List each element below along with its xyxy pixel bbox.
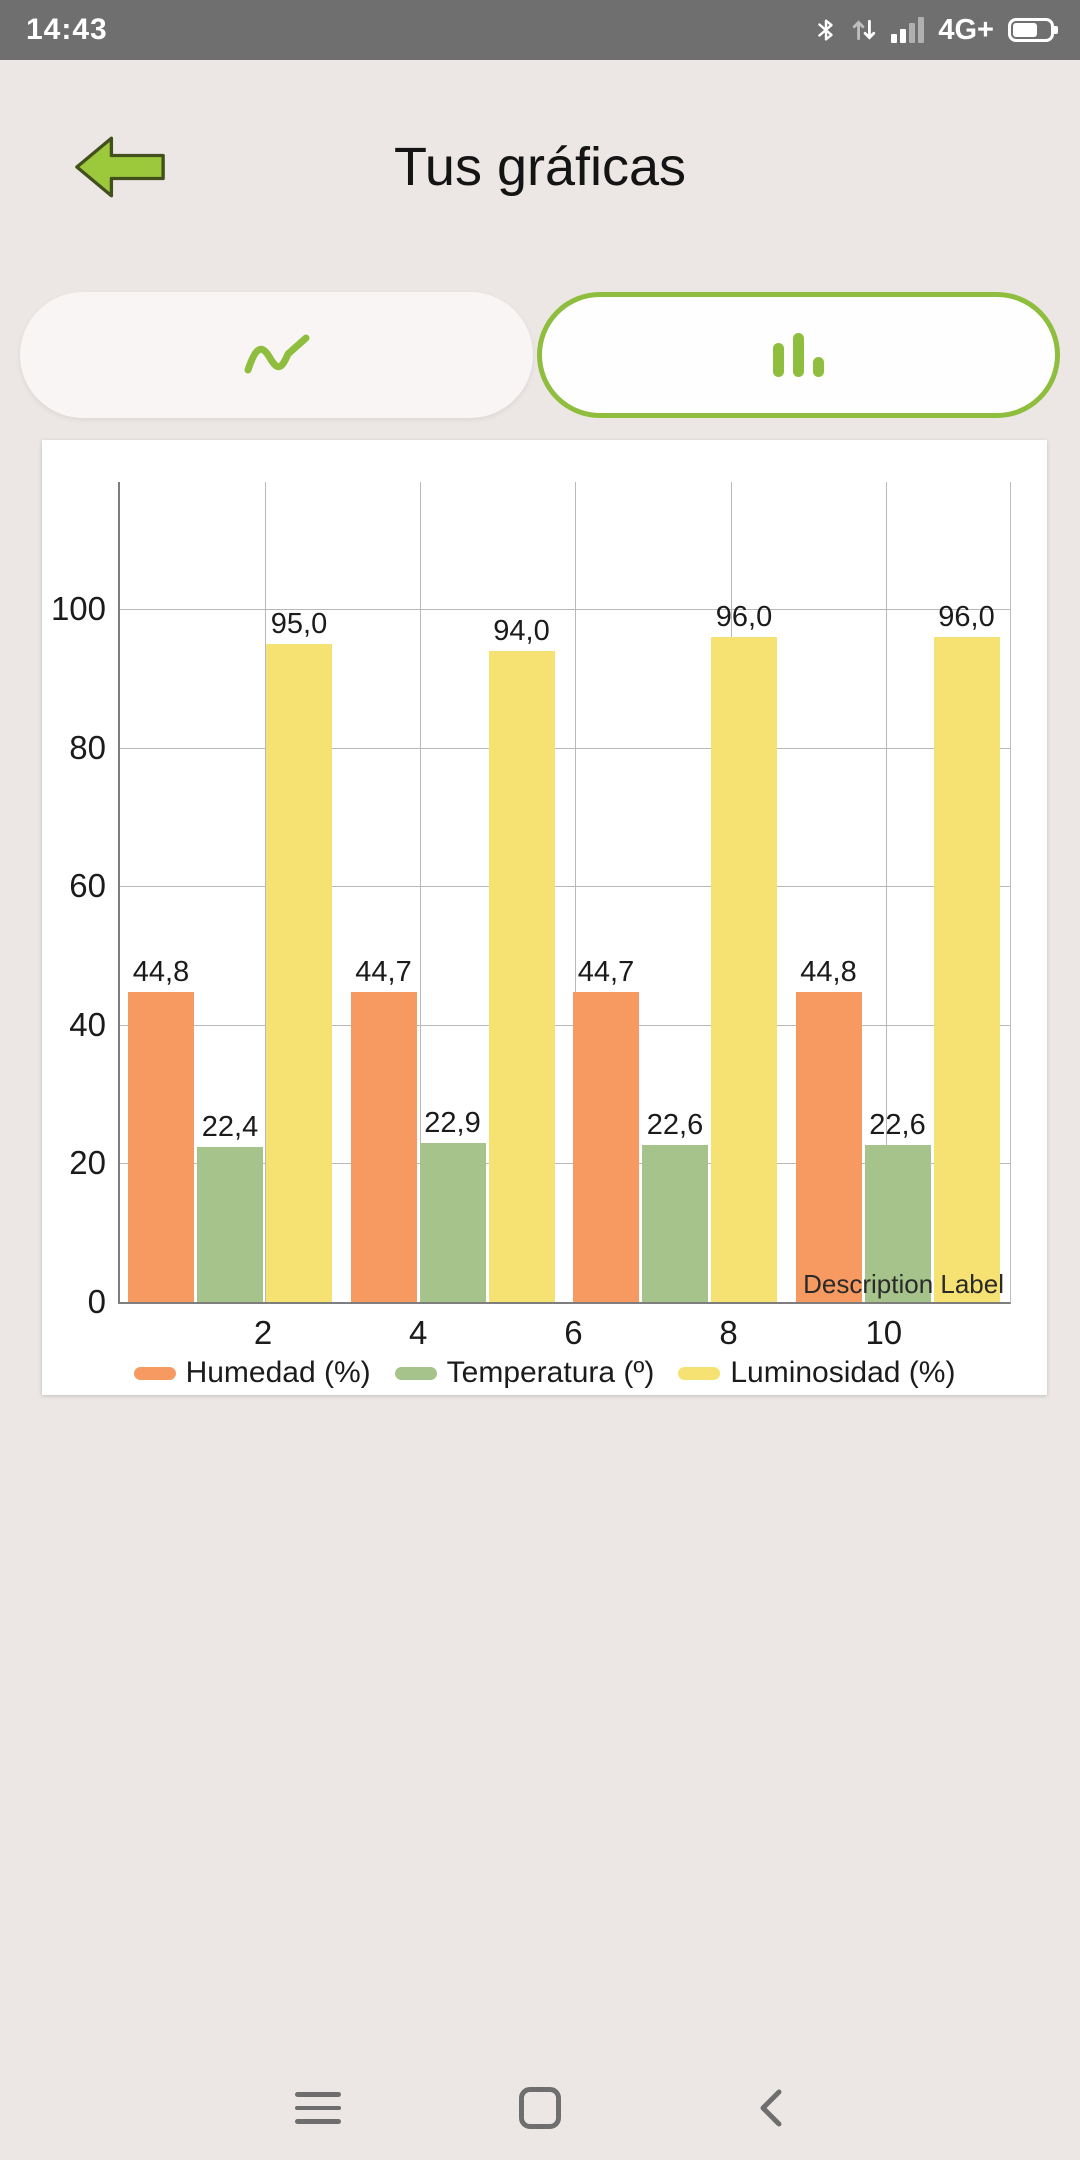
y-tick-label: 0 (87, 1283, 106, 1320)
h-gridline (120, 886, 1010, 888)
bar (864, 1145, 931, 1302)
legend: Humedad (%) Temperatura (º) Luminosidad (%… (42, 1356, 1047, 1390)
legend-item: Luminosidad (%) (678, 1356, 955, 1390)
y-tick-label: 80 (69, 728, 106, 766)
legend-swatch (678, 1366, 721, 1380)
y-tick-label: 100 (50, 590, 106, 627)
network-type-label: 4G+ (938, 13, 994, 46)
h-gridline (120, 747, 1010, 749)
bar (419, 1143, 486, 1302)
x-tick-label: 6 (564, 1314, 583, 1351)
tab-line-chart[interactable] (20, 292, 533, 418)
legend-label: Luminosidad (%) (730, 1356, 956, 1389)
battery-icon (1008, 18, 1058, 42)
page-title: Tus gráficas (393, 137, 687, 197)
line-chart-icon (244, 334, 309, 374)
description-label: Description Label (803, 1269, 1004, 1299)
back-button[interactable] (74, 132, 166, 202)
plot-area: 44,8 44,7 44,7 44,8 22,4 22,9 22,6 22,6 95,0 94,0… (118, 482, 1011, 1304)
bars-layer (120, 482, 1010, 1302)
bar (197, 1146, 263, 1302)
nav-back-button[interactable] (742, 2078, 802, 2138)
legend-swatch (394, 1366, 437, 1380)
bar-value-label: 96,0 (938, 600, 995, 633)
status-icons: 4G+ (815, 13, 1058, 47)
y-tick-label: 40 (69, 1005, 106, 1043)
nav-bar (0, 2056, 1080, 2160)
bar-value-label: 22,6 (646, 1109, 704, 1142)
home-icon (519, 2087, 561, 2129)
menu-icon (295, 2092, 341, 2124)
h-gridline (120, 609, 1010, 610)
h-gridline (120, 1024, 1010, 1026)
bar-value-label: 44,7 (355, 956, 412, 989)
y-tick-label: 60 (69, 867, 106, 905)
v-gridline (265, 482, 266, 1302)
legend-swatch (133, 1366, 176, 1380)
bar-value-label: 96,0 (715, 600, 773, 633)
status-bar: 14:43 4G+ (0, 0, 1080, 60)
x-tick-label: 4 (409, 1314, 428, 1351)
legend-label: Humedad (%) (185, 1356, 371, 1389)
y-tick-label: 20 (69, 1144, 106, 1182)
clock-text: 14:43 (26, 13, 108, 46)
bar-value-label: 44,8 (132, 955, 190, 988)
nav-home-button[interactable] (510, 2078, 570, 2138)
bar-value-label: 44,8 (800, 955, 857, 988)
bar (795, 991, 862, 1302)
signal-strength-icon (891, 17, 925, 43)
x-tick-label: 10 (865, 1314, 903, 1351)
bar-value-label: 95,0 (270, 607, 328, 640)
bar-value-label: 94,0 (493, 614, 550, 647)
v-gridline (575, 482, 577, 1302)
tab-bar-chart[interactable] (537, 292, 1060, 418)
chart-type-toggle (20, 292, 1060, 418)
bar (128, 991, 194, 1302)
bluetooth-icon (818, 19, 834, 41)
nav-menu-button[interactable] (288, 2078, 348, 2138)
bar (711, 636, 777, 1302)
h-gridline (120, 1163, 1010, 1165)
v-gridline (420, 482, 422, 1302)
x-tick-label: 8 (719, 1314, 738, 1351)
bar (642, 1145, 708, 1302)
bar (350, 992, 417, 1302)
legend-label: Temperatura (º) (446, 1356, 655, 1389)
back-arrow-icon (75, 136, 165, 198)
network-activity-arrows-icon (853, 19, 876, 41)
bar-value-label: 22,6 (869, 1109, 926, 1142)
bar (266, 643, 332, 1302)
bar-value-label: 22,4 (201, 1110, 259, 1143)
bar-labels-layer: 44,8 44,7 44,7 44,8 22,4 22,9 22,6 22,6 95,0 94,0… (120, 482, 1010, 1302)
legend-item: Humedad (%) (133, 1356, 371, 1390)
bar-value-label: 44,7 (577, 956, 635, 989)
bar (488, 650, 555, 1302)
legend-item: Temperatura (º) (394, 1356, 655, 1390)
bar (933, 636, 1000, 1302)
bar-chart-icon (772, 333, 824, 377)
v-gridline (885, 482, 887, 1302)
back-chevron-icon (760, 2089, 782, 2127)
bar (573, 992, 639, 1302)
x-tick-label: 2 (253, 1314, 273, 1351)
bar-value-label: 22,9 (424, 1107, 481, 1140)
chart-card: 44,8 44,7 44,7 44,8 22,4 22,9 22,6 22,6 95,0 94,0… (42, 440, 1047, 1395)
